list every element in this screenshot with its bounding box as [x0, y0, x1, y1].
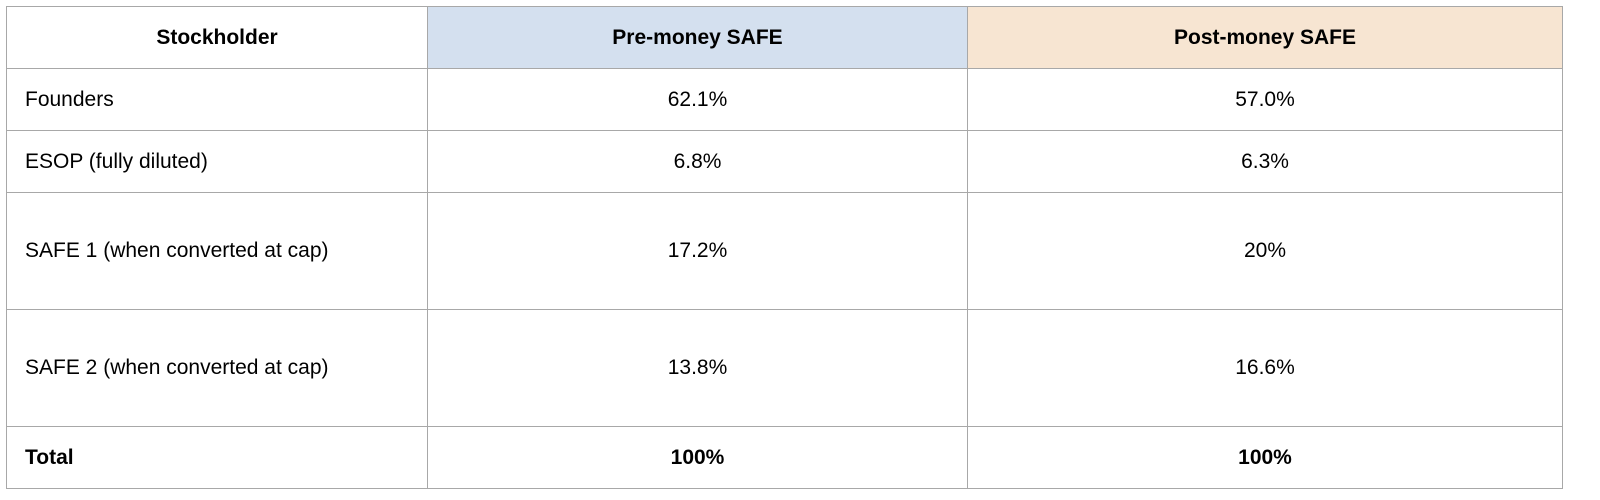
pre-money-cell: 6.8%	[427, 130, 968, 193]
total-post-money-cell: 100%	[967, 426, 1563, 489]
table-header-row: Stockholder Pre-money SAFE Post-money SA…	[6, 6, 1563, 69]
table-row: ESOP (fully diluted) 6.8% 6.3%	[6, 130, 1563, 193]
cap-table: Stockholder Pre-money SAFE Post-money SA…	[6, 6, 1563, 489]
total-row: Total 100% 100%	[6, 426, 1563, 489]
header-post-money-safe: Post-money SAFE	[967, 6, 1563, 69]
post-money-cell: 57.0%	[967, 68, 1563, 131]
table-row: SAFE 1 (when converted at cap) 17.2% 20%	[6, 192, 1563, 310]
stockholder-cell: Founders	[6, 68, 428, 131]
stockholder-cell: SAFE 1 (when converted at cap)	[6, 192, 428, 310]
post-money-cell: 20%	[967, 192, 1563, 310]
total-label-cell: Total	[6, 426, 428, 489]
stockholder-cell: SAFE 2 (when converted at cap)	[6, 309, 428, 427]
pre-money-cell: 62.1%	[427, 68, 968, 131]
stockholder-cell: ESOP (fully diluted)	[6, 130, 428, 193]
header-pre-money-safe: Pre-money SAFE	[427, 6, 968, 69]
post-money-cell: 6.3%	[967, 130, 1563, 193]
table-row: Founders 62.1% 57.0%	[6, 68, 1563, 131]
total-pre-money-cell: 100%	[427, 426, 968, 489]
table-row: SAFE 2 (when converted at cap) 13.8% 16.…	[6, 309, 1563, 427]
post-money-cell: 16.6%	[967, 309, 1563, 427]
pre-money-cell: 17.2%	[427, 192, 968, 310]
pre-money-cell: 13.8%	[427, 309, 968, 427]
header-stockholder: Stockholder	[6, 6, 428, 69]
